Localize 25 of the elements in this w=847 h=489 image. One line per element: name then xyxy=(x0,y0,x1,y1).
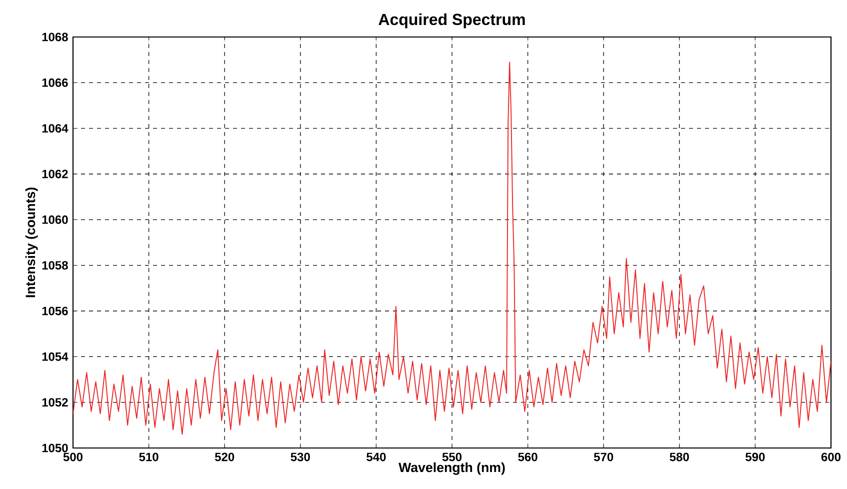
x-tick-label: 510 xyxy=(139,452,158,462)
x-tick-label: 600 xyxy=(821,452,841,462)
y-tick-label: 1068 xyxy=(42,32,68,42)
x-tick-label: 570 xyxy=(594,452,614,462)
y-tick-label: 1058 xyxy=(42,261,68,270)
x-tick-label: 590 xyxy=(746,452,765,462)
x-tick-label: 560 xyxy=(518,452,538,462)
y-tick-label: 1066 xyxy=(42,78,68,87)
x-tick-label: 550 xyxy=(442,452,462,462)
x-tick-label: 500 xyxy=(63,452,83,462)
y-tick-label: 1050 xyxy=(42,444,68,452)
y-tick-label: 1060 xyxy=(42,215,68,224)
line-series xyxy=(73,62,831,435)
chart-title: Acquired Spectrum xyxy=(378,13,525,28)
y-tick-label: 1064 xyxy=(42,124,68,133)
y-tick-label: 1052 xyxy=(42,398,68,407)
x-tick-label: 580 xyxy=(670,452,689,462)
x-axis-title: Wavelength (nm) xyxy=(398,462,505,475)
y-tick-label: 1056 xyxy=(42,306,68,316)
y-axis-title: Intensity (counts) xyxy=(25,188,38,298)
x-tick-label: 520 xyxy=(214,452,234,462)
y-tick-label: 1054 xyxy=(42,352,68,361)
x-tick-label: 540 xyxy=(366,452,386,462)
x-tick-label: 530 xyxy=(290,452,310,462)
y-tick-label: 1062 xyxy=(42,170,68,178)
